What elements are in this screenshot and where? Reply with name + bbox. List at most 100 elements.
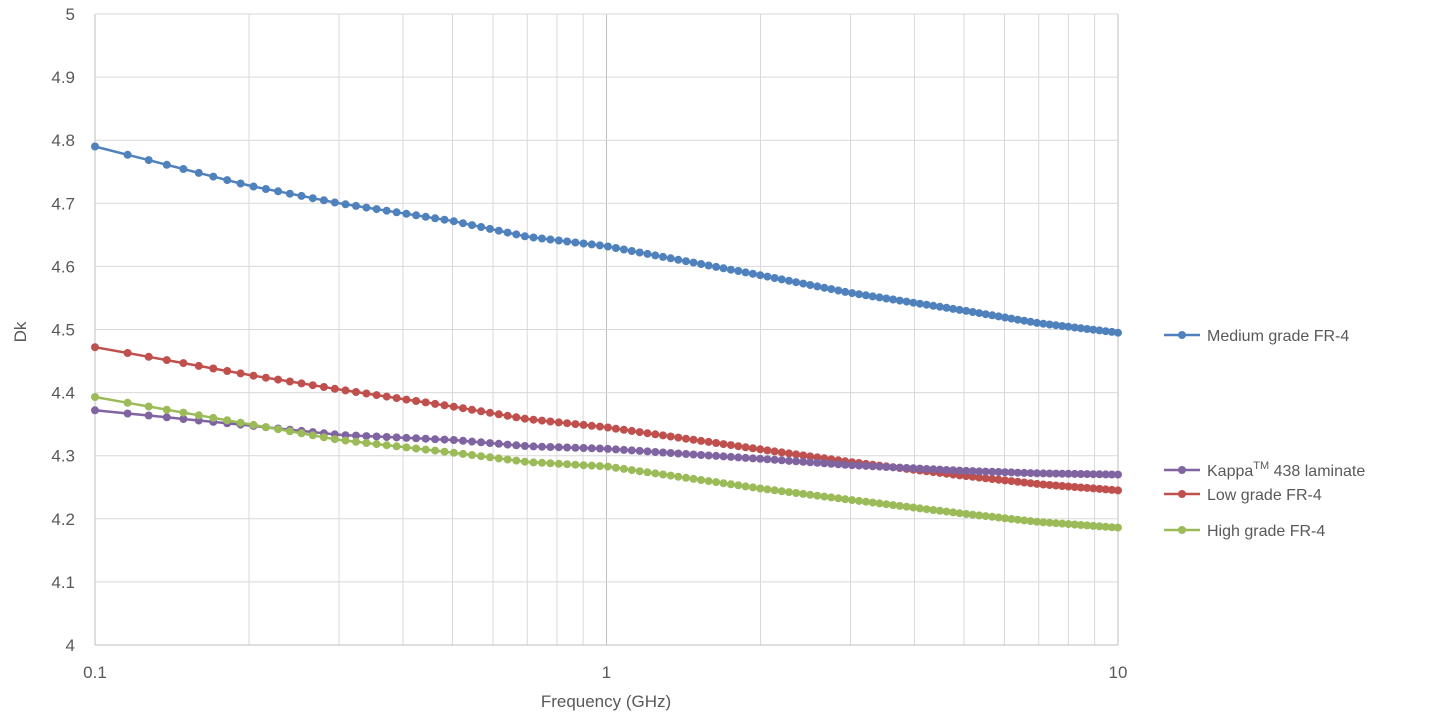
data-point	[935, 465, 944, 474]
data-point	[1114, 523, 1122, 532]
data-point	[579, 239, 588, 248]
data-point	[1095, 522, 1104, 531]
data-point	[704, 261, 713, 270]
data-point	[659, 448, 667, 457]
data-point	[372, 205, 381, 214]
data-point	[799, 457, 808, 466]
data-point	[486, 408, 494, 417]
data-point	[770, 447, 779, 456]
data-point	[274, 425, 283, 434]
data-point	[546, 459, 555, 468]
data-point	[512, 441, 521, 450]
data-point	[1076, 324, 1085, 333]
data-point	[929, 465, 938, 474]
data-point	[402, 443, 411, 452]
data-point	[477, 452, 486, 461]
data-point	[319, 196, 328, 205]
data-point	[468, 405, 476, 414]
data-point	[1076, 483, 1085, 492]
data-point	[719, 440, 728, 449]
data-point	[486, 224, 494, 233]
data-point	[402, 395, 411, 404]
data-point	[123, 150, 132, 159]
data-point	[223, 367, 232, 375]
data-point	[571, 443, 580, 452]
data-point	[756, 445, 765, 454]
data-point	[162, 160, 171, 169]
data-point	[799, 451, 808, 460]
data-point	[223, 416, 232, 425]
data-point	[712, 451, 721, 460]
data-point	[719, 264, 728, 273]
data-point	[674, 255, 683, 264]
y-tick-label: 4.1	[51, 573, 75, 592]
data-point	[1020, 316, 1029, 325]
data-point	[806, 490, 815, 499]
data-point	[1101, 522, 1110, 531]
data-point	[449, 402, 458, 411]
data-point	[1032, 469, 1041, 478]
data-point	[1095, 484, 1104, 493]
data-point	[1064, 469, 1073, 478]
data-point	[868, 498, 877, 507]
legend-swatch-marker	[1178, 331, 1186, 339]
legend-label: High grade FR-4	[1207, 523, 1325, 540]
data-point	[123, 349, 132, 357]
data-point	[209, 364, 218, 373]
data-point	[799, 279, 808, 288]
data-point	[651, 430, 660, 439]
data-point	[1051, 321, 1060, 330]
data-point	[792, 489, 801, 497]
data-point	[841, 287, 850, 296]
data-point	[595, 241, 604, 250]
data-point	[756, 484, 765, 493]
data-point	[571, 238, 580, 247]
data-point	[123, 409, 132, 418]
grid	[94, 13, 1119, 646]
data-point	[942, 303, 951, 312]
data-point	[512, 230, 521, 239]
data-point	[162, 413, 171, 422]
data-point	[402, 209, 411, 218]
data-point	[748, 444, 757, 453]
data-point	[261, 373, 270, 382]
data-point	[1026, 469, 1035, 478]
y-tick-label: 4.2	[51, 510, 75, 529]
data-point	[554, 459, 563, 468]
data-point	[1114, 328, 1122, 337]
data-point	[1045, 469, 1054, 478]
data-point	[712, 478, 721, 487]
series-1	[91, 142, 1122, 337]
data-point	[362, 389, 371, 398]
legend-item: High grade FR-4	[1164, 523, 1325, 540]
data-point	[659, 431, 667, 440]
data-point	[382, 392, 391, 401]
data-point	[563, 460, 572, 469]
data-point	[1051, 519, 1060, 528]
data-point	[643, 447, 652, 456]
data-point	[834, 460, 843, 469]
data-point	[792, 450, 801, 459]
data-point	[689, 435, 698, 444]
data-point	[726, 480, 735, 489]
data-point	[362, 203, 371, 212]
data-point	[988, 467, 997, 476]
data-point	[611, 424, 620, 433]
data-point	[861, 291, 870, 300]
data-point	[902, 464, 911, 472]
x-tick-label: 1	[602, 663, 611, 682]
data-point	[1064, 520, 1073, 529]
data-point	[297, 191, 306, 200]
data-point	[915, 299, 924, 308]
data-point	[1070, 520, 1079, 529]
data-point	[546, 443, 555, 451]
data-point	[91, 343, 99, 352]
data-point	[194, 411, 203, 420]
data-point	[909, 298, 918, 307]
data-point	[1076, 470, 1085, 478]
data-point	[806, 281, 815, 289]
data-point	[968, 472, 977, 481]
data-point	[1032, 479, 1041, 488]
data-point	[785, 456, 793, 465]
data-point	[955, 466, 964, 475]
